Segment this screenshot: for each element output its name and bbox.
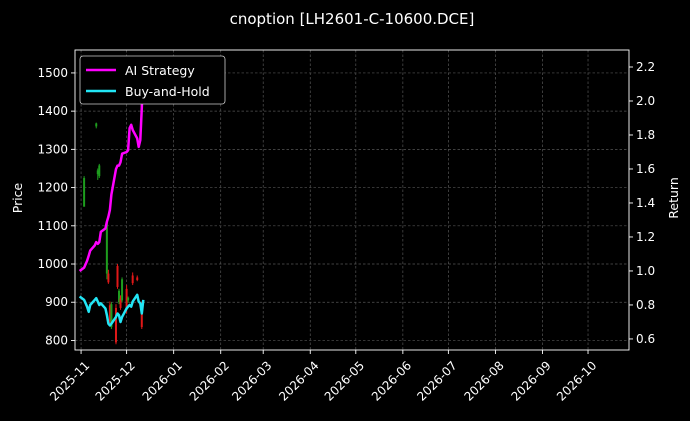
legend-label-buy-and-hold: Buy-and-Hold [125, 84, 210, 99]
candle [95, 122, 98, 129]
y-right-tick-label: 2.0 [636, 94, 655, 108]
y-right-tick-label: 1.6 [636, 162, 655, 176]
candle-body [114, 307, 117, 343]
candle-body [119, 298, 122, 308]
candle-body [107, 273, 110, 283]
candle-body [83, 178, 86, 207]
candle [83, 176, 86, 207]
candle-body [96, 170, 99, 175]
chart-title: cnoption [LH2601-C-10600.DCE] [230, 10, 475, 28]
y-left-tick-label: 1200 [37, 181, 68, 195]
y-left-tick-label: 1100 [37, 219, 68, 233]
y-right-tick-label: 2.2 [636, 60, 655, 74]
y-left-tick-label: 900 [45, 295, 68, 309]
y-right-tick-label: 1.8 [636, 128, 655, 142]
candle [131, 272, 134, 286]
legend: AI Strategy Buy-and-Hold [79, 55, 226, 105]
y-left-tick-label: 800 [45, 333, 68, 347]
candle-body [108, 305, 111, 322]
candle [107, 269, 110, 284]
candle [127, 296, 130, 303]
candle-body [110, 304, 113, 328]
candle [118, 288, 121, 305]
legend-label-ai-strategy: AI Strategy [125, 63, 195, 78]
y-axis-right-label: Return [666, 177, 681, 218]
candle-body [105, 222, 108, 274]
candle [121, 277, 124, 303]
line-series-group [78, 60, 145, 327]
candle-body [121, 279, 124, 301]
plot-frame [74, 49, 630, 351]
y-right-tick-label: 1.0 [636, 264, 655, 278]
candle-body [98, 165, 101, 177]
y-left-tick-label: 1300 [37, 142, 68, 156]
buy-and-hold-line [78, 293, 145, 327]
candle [136, 275, 139, 282]
y-right-tick-label: 1.2 [636, 230, 655, 244]
y-left-tick-label: 1000 [37, 257, 68, 271]
candle-body [136, 277, 139, 281]
y-right-tick-label: 1.4 [636, 196, 655, 210]
candle-body [127, 297, 130, 301]
candle [116, 264, 119, 289]
y-axis-left-label: Price [10, 182, 25, 213]
candle [119, 295, 122, 310]
candle-body [95, 123, 98, 127]
legend-box [79, 55, 226, 105]
candle [96, 168, 99, 180]
candle [105, 220, 108, 280]
y-right-tick-label: 0.6 [636, 332, 655, 346]
y-left-tick-label: 1500 [37, 66, 68, 80]
candle-body [131, 275, 134, 284]
candle [108, 301, 111, 324]
candle-body [116, 265, 119, 287]
y-left-tick-label: 1400 [37, 104, 68, 118]
y-right-tick-label: 0.8 [636, 298, 655, 312]
candle-body [125, 288, 128, 310]
ai-strategy-line [78, 60, 145, 272]
candle [98, 163, 101, 179]
candle-body [118, 290, 121, 303]
candle [114, 304, 117, 345]
